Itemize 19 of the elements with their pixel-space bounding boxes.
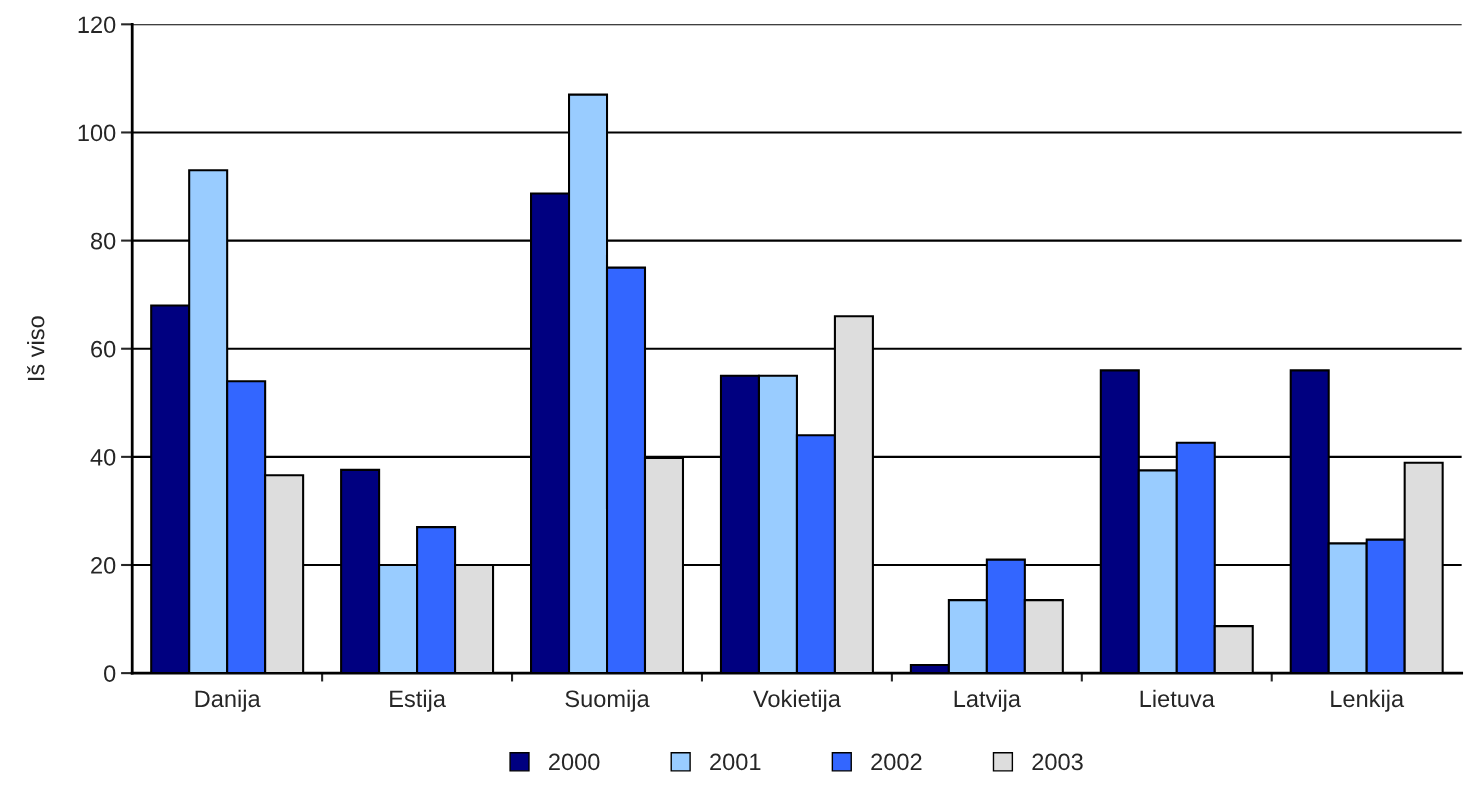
- x-tick-label: Lietuva: [1140, 689, 1215, 708]
- legend-label: 2003: [1032, 753, 1083, 771]
- y-tick-label: 40: [90, 448, 116, 466]
- x-tick-label: Lenkija: [1331, 689, 1405, 712]
- legend-label: 2000: [549, 753, 600, 771]
- legend-label: 2002: [871, 753, 922, 771]
- y-tick-label: 60: [91, 340, 116, 358]
- x-tick-label: Vokietija: [753, 689, 841, 712]
- y-tick-label: 120: [78, 16, 116, 34]
- y-tick-label: 20: [91, 557, 116, 574]
- x-tick-label: Latvija: [954, 689, 1021, 712]
- legend-label: 2001: [710, 753, 761, 771]
- y-axis-title: Iš viso: [26, 316, 45, 381]
- y-tick-label: 0: [104, 665, 116, 682]
- y-tick-label: 80: [91, 232, 116, 250]
- y-tick-label: 100: [78, 124, 116, 142]
- x-tick-label: Danija: [195, 689, 261, 712]
- x-tick-label: Estija: [390, 689, 446, 712]
- x-tick-label: Suomija: [565, 689, 650, 712]
